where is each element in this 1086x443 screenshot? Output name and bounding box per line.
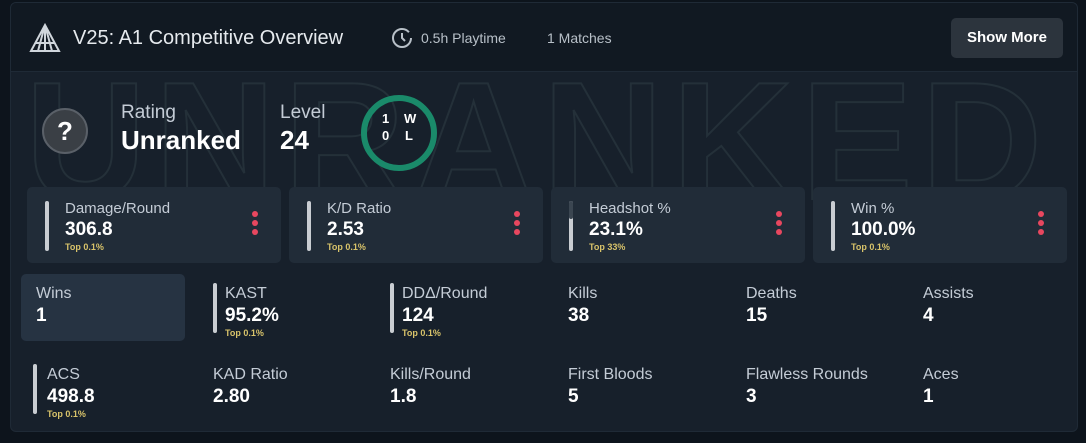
stat-label: KAD Ratio: [213, 366, 288, 383]
card-value: 306.8: [65, 219, 113, 240]
header: V25: A1 Competitive Overview 0.5h Playti…: [11, 3, 1077, 72]
stat-label: KAST: [225, 285, 267, 302]
stat-card: Headshot % 23.1% Top 33%: [551, 187, 805, 263]
stat-value: 498.8: [47, 386, 95, 407]
losses-count: 0: [382, 128, 390, 143]
win-letter: W: [404, 111, 417, 126]
menu-dot: [776, 220, 782, 226]
stat-label: Kills/Round: [390, 366, 471, 383]
stat-label: DDΔ/Round: [402, 285, 488, 302]
playtime: 0.5h Playtime: [421, 30, 506, 46]
card-label: Damage/Round: [65, 200, 171, 217]
stat-value: 95.2%: [225, 305, 279, 326]
card-rank: Top 0.1%: [327, 242, 366, 252]
stat-value: 2.80: [213, 386, 250, 407]
menu-dot: [1038, 220, 1044, 226]
progress-bar: [213, 283, 217, 333]
card-label: K/D Ratio: [327, 200, 392, 217]
stat-value: 4: [923, 305, 934, 326]
menu-dot: [252, 229, 258, 235]
menu-dot: [776, 211, 782, 217]
level-label: Level: [280, 102, 326, 123]
stat-label: Wins: [36, 285, 72, 302]
rating-value: Unranked: [121, 125, 241, 155]
wins-count: 1: [382, 111, 390, 126]
clock-icon: [392, 28, 412, 48]
progress-empty: [569, 201, 573, 219]
progress-bar: [33, 364, 37, 414]
card-value: 23.1%: [589, 219, 643, 240]
overview-panel: UNRANKED V25: A1 Competitive Overview 0.…: [10, 2, 1078, 432]
stat-label: ACS: [47, 366, 80, 383]
menu-dot: [252, 211, 258, 217]
progress-bar: [307, 201, 311, 251]
stat-label: Deaths: [746, 285, 797, 302]
rating-label: Rating: [121, 102, 176, 123]
card-rank: Top 0.1%: [851, 242, 890, 252]
stat-rank: Top 0.1%: [225, 328, 264, 338]
stat-value: 1: [36, 305, 47, 326]
card-value: 100.0%: [851, 219, 916, 240]
stat-label: Assists: [923, 285, 974, 302]
stat-value: 1.8: [390, 386, 417, 407]
progress-bar: [831, 201, 835, 251]
progress-bar: [45, 201, 49, 251]
stat-card: Win % 100.0% Top 0.1%: [813, 187, 1067, 263]
stat-value: 38: [568, 305, 590, 326]
card-label: Win %: [851, 200, 895, 217]
loss-letter: L: [405, 128, 413, 143]
stat-label: First Bloods: [568, 366, 653, 383]
logo-icon: [29, 23, 61, 52]
stat-card: K/D Ratio 2.53 Top 0.1%: [289, 187, 543, 263]
stat-card: Damage/Round 306.8 Top 0.1%: [27, 187, 281, 263]
menu-dot: [514, 229, 520, 235]
progress-bar: [569, 201, 573, 251]
menu-dot: [514, 220, 520, 226]
show-more-button[interactable]: Show More: [951, 18, 1063, 58]
card-rank: Top 0.1%: [65, 242, 104, 252]
matches: 1 Matches: [547, 30, 612, 46]
menu-dot: [514, 211, 520, 217]
stat-label: Kills: [568, 285, 598, 302]
progress-bar: [390, 283, 394, 333]
stat-value: 3: [746, 386, 757, 407]
stat-value: 15: [746, 305, 768, 326]
title: V25: A1 Competitive Overview: [73, 27, 344, 49]
stat-label: Flawless Rounds: [746, 366, 868, 383]
card-label: Headshot %: [589, 200, 671, 217]
record-ring: [361, 95, 437, 171]
stat-value: 5: [568, 386, 579, 407]
stat-value: 1: [923, 386, 934, 407]
rank-icon: ?: [42, 108, 88, 154]
level-value: 24: [280, 125, 309, 155]
menu-dot: [1038, 229, 1044, 235]
card-rank: Top 33%: [589, 242, 626, 252]
menu-dot: [776, 229, 782, 235]
stat-value: 124: [402, 305, 434, 326]
stat-rank: Top 0.1%: [47, 409, 86, 419]
highlight-box: [21, 274, 185, 341]
menu-dot: [252, 220, 258, 226]
menu-dot: [1038, 211, 1044, 217]
stat-rank: Top 0.1%: [402, 328, 441, 338]
card-value: 2.53: [327, 219, 364, 240]
stat-label: Aces: [923, 366, 959, 383]
